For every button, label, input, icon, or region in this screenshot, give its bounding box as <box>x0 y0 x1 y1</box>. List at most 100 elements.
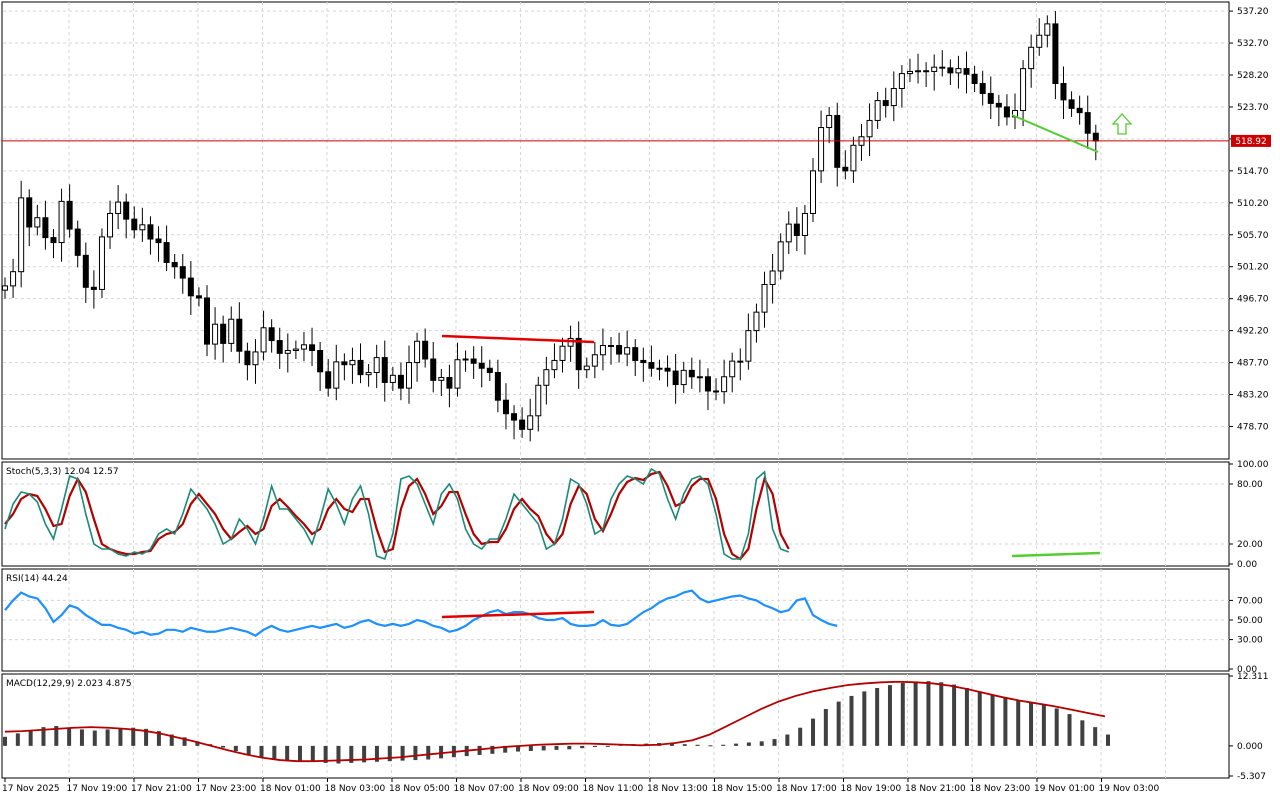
candle-body <box>1084 112 1091 134</box>
macd-bar <box>1041 705 1046 746</box>
candle-body <box>1068 99 1075 109</box>
candle-body <box>18 197 25 273</box>
y-tick-label: 100.00 <box>1237 460 1269 470</box>
candle-body <box>236 318 243 352</box>
candle-body <box>82 254 89 288</box>
buy-arrow-icon <box>1111 113 1133 135</box>
support-trendline <box>1011 114 1099 153</box>
candle-body <box>333 361 340 389</box>
x-tick-label: 18 Nov 17:00 <box>776 784 837 794</box>
candle-body <box>309 344 316 351</box>
macd-bar <box>734 743 739 746</box>
candle-body <box>1060 83 1067 101</box>
macd-bar <box>990 694 995 746</box>
current-price-tag <box>1231 134 1271 147</box>
candle-body <box>494 372 501 401</box>
candle-body <box>624 347 631 355</box>
macd-bar <box>41 727 46 746</box>
macd-bar <box>887 685 892 746</box>
macd-bar <box>169 734 174 746</box>
candle-body <box>979 83 986 94</box>
rsi-title: RSI(14) 44.24 <box>6 574 68 584</box>
x-tick-label: 18 Nov 05:00 <box>389 784 450 794</box>
macd-bar <box>310 745 315 762</box>
macd-bar <box>413 745 418 761</box>
macd-bar <box>79 729 84 746</box>
y-tick-label: 501.20 <box>1237 263 1269 273</box>
candle-body <box>171 261 178 268</box>
price-pane[interactable]: 537.20532.70528.20523.70519.20514.70510.… <box>1 1 1271 460</box>
candle-body <box>147 224 154 240</box>
y-tick-label: 492.20 <box>1237 327 1269 337</box>
y-tick-label: 523.70 <box>1237 103 1269 113</box>
current-price-tag-text: 518.92 <box>1235 137 1267 147</box>
candle-body <box>632 347 639 361</box>
macd-bar <box>221 745 226 748</box>
x-tick-label: 18 Nov 11:00 <box>583 784 644 794</box>
macd-bar <box>67 727 72 746</box>
candle-body <box>446 376 453 389</box>
macd-bar <box>875 687 880 746</box>
candle-body <box>543 369 550 386</box>
candle-body <box>527 415 534 430</box>
candle-body <box>1036 34 1043 48</box>
y-tick-label: 12.311 <box>1237 672 1269 682</box>
macd-bar <box>823 708 828 746</box>
candle-body <box>478 362 485 369</box>
candle-body <box>915 70 922 73</box>
stochastic-pane[interactable]: 100.00 80.00 20.00 0.00 Stoch(5,3,3) 12.04 … <box>1 460 1269 570</box>
candle-body <box>414 340 421 364</box>
candle-body <box>947 67 954 74</box>
macd-bar <box>131 727 136 746</box>
candle-body <box>220 323 227 344</box>
candle-body <box>317 349 324 373</box>
candle-body <box>559 345 566 361</box>
y-tick-label: 80.00 <box>1237 480 1263 490</box>
candle-body <box>486 367 493 374</box>
macd-bar <box>913 681 918 746</box>
stochastic-lines <box>4 467 790 561</box>
rsi-pane[interactable]: 70.00 50.00 30.00 0.00 RSI(14) 44.24 <box>1 568 1263 675</box>
x-tick-label: 18 Nov 15:00 <box>712 784 773 794</box>
macd-bar <box>541 745 546 751</box>
y-tick-label: 30.00 <box>1237 636 1263 646</box>
candle-body <box>187 277 194 297</box>
candle-body <box>648 362 655 369</box>
macd-bar <box>862 691 867 746</box>
candle-body <box>1044 23 1051 36</box>
macd-bar <box>1093 727 1098 746</box>
candle-body <box>729 360 736 378</box>
macd-pane[interactable]: 12.311 0.000 -5.307 MACD(12,29,9) 2.023 4.… <box>1 672 1269 782</box>
candle-body <box>292 348 299 351</box>
candle-body <box>939 66 946 69</box>
macd-bar <box>156 731 161 746</box>
macd-bar <box>721 744 726 746</box>
candle-body <box>300 344 307 350</box>
candle-body <box>785 223 792 243</box>
y-tick-label: 478.70 <box>1237 422 1269 432</box>
stochastic-pane-frame <box>1 461 1230 567</box>
macd-bar <box>272 745 277 760</box>
candle-body <box>882 100 889 107</box>
candle-body <box>90 286 97 290</box>
stochastic-divergence-line <box>1011 551 1101 558</box>
x-tick-label: 17 Nov 23:00 <box>196 784 257 794</box>
candle-body <box>535 384 542 417</box>
candle-body <box>26 197 33 228</box>
y-tick-label: 510.20 <box>1237 199 1269 209</box>
macd-bar <box>1029 702 1034 746</box>
macd-bar <box>15 733 20 746</box>
candle-body <box>761 283 768 313</box>
macd-bar <box>233 745 238 751</box>
y-tick-label: 528.20 <box>1237 71 1269 81</box>
candle-body <box>50 237 57 244</box>
macd-bar <box>246 745 251 755</box>
macd-bar <box>490 745 495 754</box>
candle-body <box>866 119 873 138</box>
stochastic-title: Stoch(5,3,3) 12.04 12.57 <box>6 467 119 477</box>
y-tick-label: 20.00 <box>1237 540 1263 550</box>
candle-body <box>769 270 776 285</box>
y-tick-label: 514.70 <box>1237 167 1269 177</box>
macd-bar <box>605 745 610 747</box>
x-tick-label: 18 Nov 23:00 <box>970 784 1031 794</box>
